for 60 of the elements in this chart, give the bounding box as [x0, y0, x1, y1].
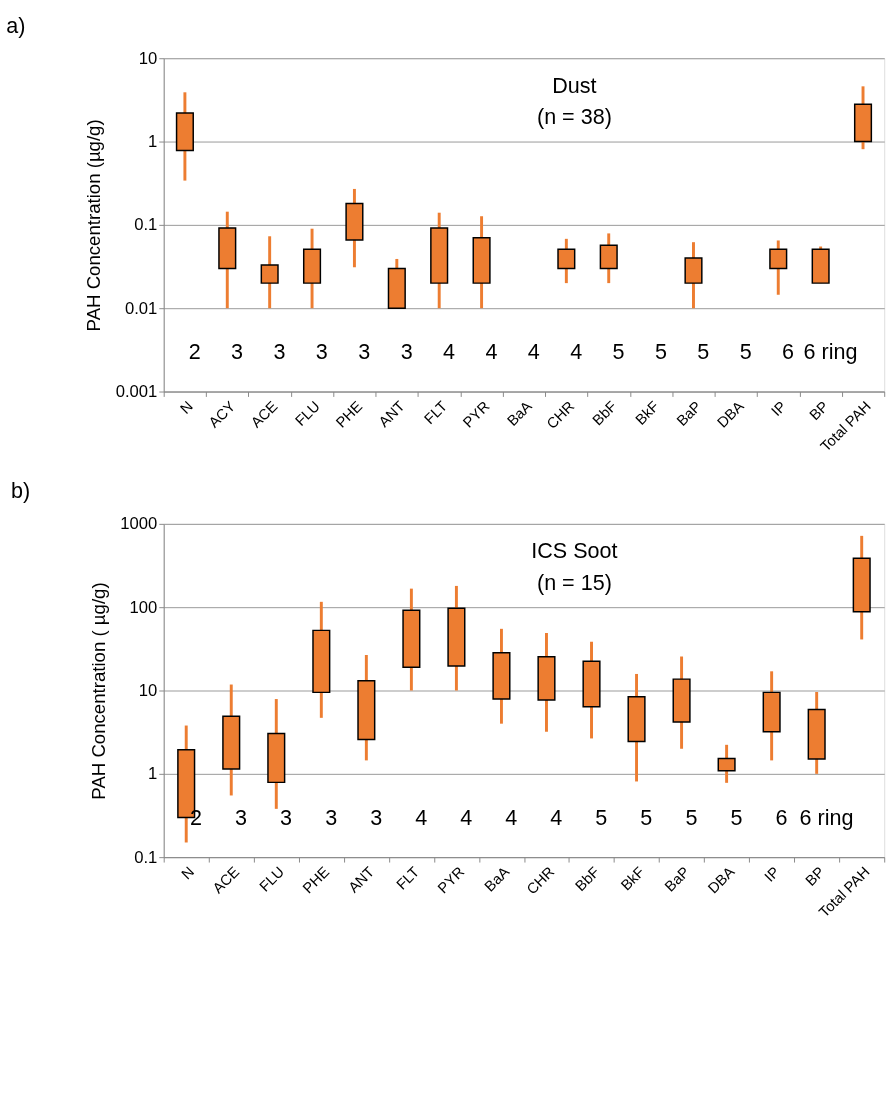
x-tick-label: N	[178, 863, 198, 883]
annotation: 3	[325, 804, 338, 830]
y-tick-label: 0.001	[115, 381, 158, 401]
x-tick-label: IP	[761, 863, 783, 885]
annotation: 3	[315, 339, 328, 365]
x-tick-label: FLT	[421, 397, 451, 428]
annotation: (n = 15)	[536, 569, 612, 595]
annotation: 2	[190, 804, 203, 830]
annotation: 6 ring	[799, 804, 854, 830]
annotation: 5	[730, 804, 743, 830]
y-tick-label: 100	[129, 597, 158, 617]
chart-title: a)	[6, 12, 26, 38]
y-tick-label: 10	[138, 48, 158, 68]
annotation: ICS Soot	[531, 538, 618, 564]
annotation: 3	[235, 804, 248, 830]
annotation: 3	[280, 804, 293, 830]
annotation: 3	[400, 339, 413, 365]
y-tick-label: 1	[148, 764, 158, 784]
annotation: 4	[415, 804, 428, 830]
y-tick-label: 10	[138, 680, 158, 700]
annotation: 3	[231, 339, 244, 365]
y-axis-title: PAH Concentration (µg/g)	[82, 119, 104, 332]
annotation: 5	[654, 339, 667, 365]
x-tick-label: IP	[768, 397, 790, 420]
annotation: 5	[697, 339, 710, 365]
y-tick-label: 0.01	[124, 298, 158, 318]
annotation: 6 ring	[803, 339, 858, 365]
annotation: 3	[273, 339, 286, 365]
annotation: Dust	[552, 72, 597, 98]
annotation: 4	[505, 804, 518, 830]
annotation: 4	[460, 804, 473, 830]
y-tick-label: 0.1	[134, 847, 158, 867]
annotation: 4	[570, 339, 583, 365]
annotation: 5	[685, 804, 698, 830]
annotation: 4	[443, 339, 456, 365]
annotation: 4	[550, 804, 563, 830]
y-tick-label: 0.1	[134, 215, 158, 235]
y-tick-label: 1000	[120, 514, 158, 534]
x-tick-label: N	[177, 398, 196, 417]
x-tick-label: BaA	[503, 397, 536, 429]
y-tick-label: 1	[148, 131, 158, 151]
annotation: (n = 38)	[536, 103, 612, 129]
annotation: 5	[595, 804, 608, 830]
x-tick-label: BaA	[481, 863, 513, 895]
x-tick-label: FLT	[393, 863, 423, 893]
annotation: 6	[782, 339, 795, 365]
annotation: 3	[358, 339, 371, 365]
annotation: 4	[527, 339, 540, 365]
chart-title: b)	[10, 478, 31, 504]
x-tick-label: BP	[806, 397, 832, 424]
annotation: 5	[612, 339, 625, 365]
y-axis-title: PAH Concentration ( µg/g)	[87, 582, 109, 800]
x-tick-label: BaP	[673, 397, 705, 429]
annotation: 5	[640, 804, 653, 830]
annotation: 4	[485, 339, 498, 365]
annotation: 2	[188, 339, 201, 365]
annotation: 5	[739, 339, 752, 365]
annotation: 6	[775, 804, 788, 830]
x-tick-label: BP	[802, 863, 828, 889]
annotation: 3	[370, 804, 383, 830]
